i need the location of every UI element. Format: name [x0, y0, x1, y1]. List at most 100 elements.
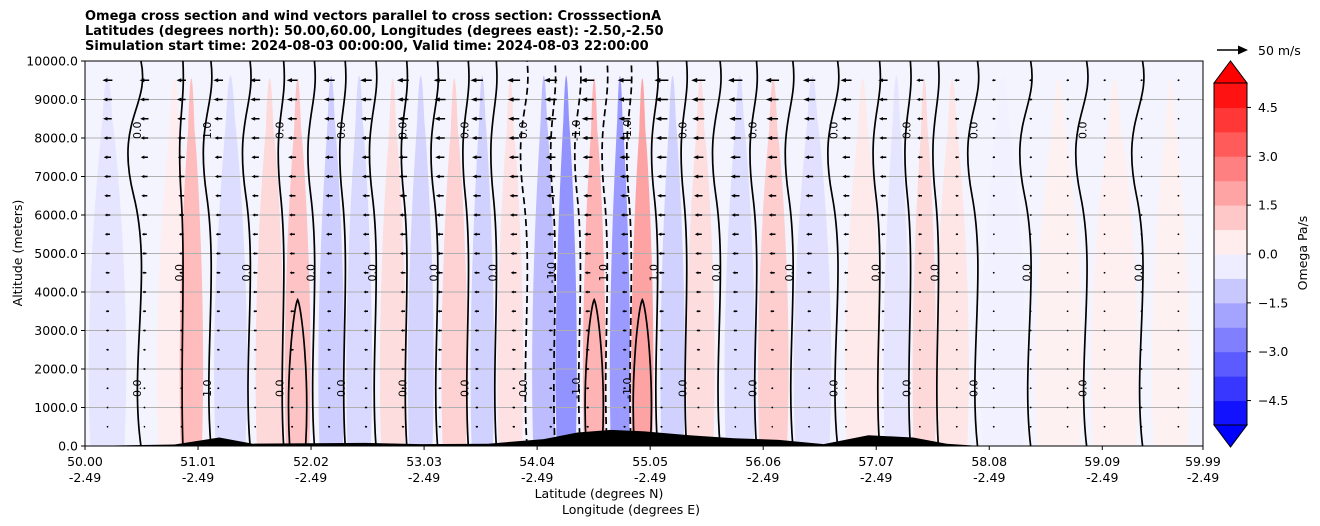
x-tick-label-longitude: -2.49 [69, 470, 101, 485]
wind-vector [437, 290, 443, 294]
wind-vector [142, 252, 147, 255]
wind-vector [882, 367, 884, 371]
wind-vector [549, 425, 552, 429]
y-tick-label: 9000.0 [34, 92, 78, 107]
wind-vector [470, 77, 484, 83]
y-axis-label: Altitude (meters) [10, 200, 25, 307]
wind-vector [437, 329, 442, 332]
colorbar-tick-label: −3.0 [1258, 344, 1288, 359]
wind-vector [508, 135, 519, 141]
wind-vector [695, 290, 701, 294]
wind-vector [882, 387, 884, 390]
wind-vector [507, 97, 520, 102]
wind-vector [1066, 156, 1069, 159]
wind-vector [622, 329, 627, 332]
wind-vector [768, 213, 776, 217]
wind-vector [106, 348, 109, 352]
wind-vector [802, 78, 816, 83]
wind-vector [400, 271, 406, 275]
wind-vector [287, 116, 297, 121]
wind-vector [178, 213, 184, 217]
y-tick-label: 8000.0 [34, 131, 78, 146]
wind-vector [216, 329, 220, 332]
contour-line [632, 297, 653, 446]
wind-vector [143, 406, 146, 409]
wind-vector [1140, 310, 1143, 313]
omega-band [1091, 78, 1139, 446]
wind-vector [324, 136, 334, 140]
wind-vector [546, 174, 556, 179]
wind-vector [955, 175, 959, 178]
wind-vector [1103, 348, 1106, 351]
contour-label: -1.0 [621, 378, 634, 399]
wind-vector [249, 78, 261, 83]
y-tick-label: 5000.0 [34, 246, 78, 261]
wind-vector [177, 136, 186, 140]
colorbar-segment [1214, 376, 1247, 402]
wind-vector [584, 271, 591, 275]
colorbar-segment [1214, 107, 1247, 133]
wind-vector [1103, 329, 1106, 332]
contour-line [784, 61, 795, 446]
wind-vector [617, 97, 631, 102]
wind-vector [580, 77, 595, 83]
wind-vector [141, 194, 148, 198]
wind-vector [1140, 175, 1143, 178]
contour-label: 1.0 [647, 264, 660, 282]
wind-vector [728, 97, 742, 102]
wind-vector [215, 213, 221, 217]
wind-vector [361, 155, 371, 160]
wind-vector [882, 406, 884, 409]
wind-vector [1066, 233, 1069, 236]
wind-vector [770, 367, 774, 371]
wind-vector [327, 329, 331, 332]
wind-vector [992, 387, 995, 390]
wind-vector [253, 348, 257, 352]
wind-vector [584, 290, 591, 294]
wind-vector [1103, 175, 1106, 178]
wind-vector [549, 386, 553, 390]
wind-vector [1140, 291, 1143, 293]
wind-vector [471, 135, 482, 141]
wind-vector [992, 155, 996, 159]
contour-line [307, 61, 317, 446]
wind-vector [438, 386, 442, 390]
wind-vector [696, 348, 700, 352]
wind-vector [1029, 291, 1032, 293]
contour-line [711, 61, 722, 446]
wind-vector [845, 387, 847, 390]
x-tick-label-latitude: 54.04 [519, 454, 555, 469]
x-tick-label-longitude: -2.49 [747, 470, 779, 485]
wind-vector [401, 348, 405, 352]
wind-vector [289, 232, 295, 236]
wind-vector [253, 290, 258, 294]
contour-label: 0.0 [458, 122, 471, 140]
wind-vector [435, 155, 445, 160]
wind-vector [180, 367, 183, 371]
wind-vector [619, 174, 630, 179]
wind-vector [660, 386, 663, 390]
contour-label: 0.0 [397, 380, 410, 398]
wind-vector [734, 425, 737, 428]
omega-band [660, 75, 685, 446]
wind-vector [807, 290, 812, 294]
contour-line [625, 61, 633, 446]
wind-vector [104, 174, 111, 179]
contour-line [1018, 61, 1033, 446]
quiver-key-arrowhead [1238, 45, 1248, 55]
wind-vector [474, 309, 479, 313]
contour-line [277, 61, 286, 446]
wind-vector [1029, 252, 1032, 255]
wind-vector [842, 174, 850, 179]
wind-vector [139, 78, 150, 83]
wind-vector [918, 368, 921, 370]
wind-vector [105, 290, 110, 294]
wind-vector [765, 77, 780, 83]
wind-vector [1103, 368, 1106, 370]
wind-vector [617, 77, 632, 83]
wind-vector [771, 425, 773, 428]
wind-vector [955, 387, 958, 390]
wind-vector [955, 425, 958, 428]
wind-vector [1103, 291, 1106, 293]
contour-line [584, 297, 605, 446]
